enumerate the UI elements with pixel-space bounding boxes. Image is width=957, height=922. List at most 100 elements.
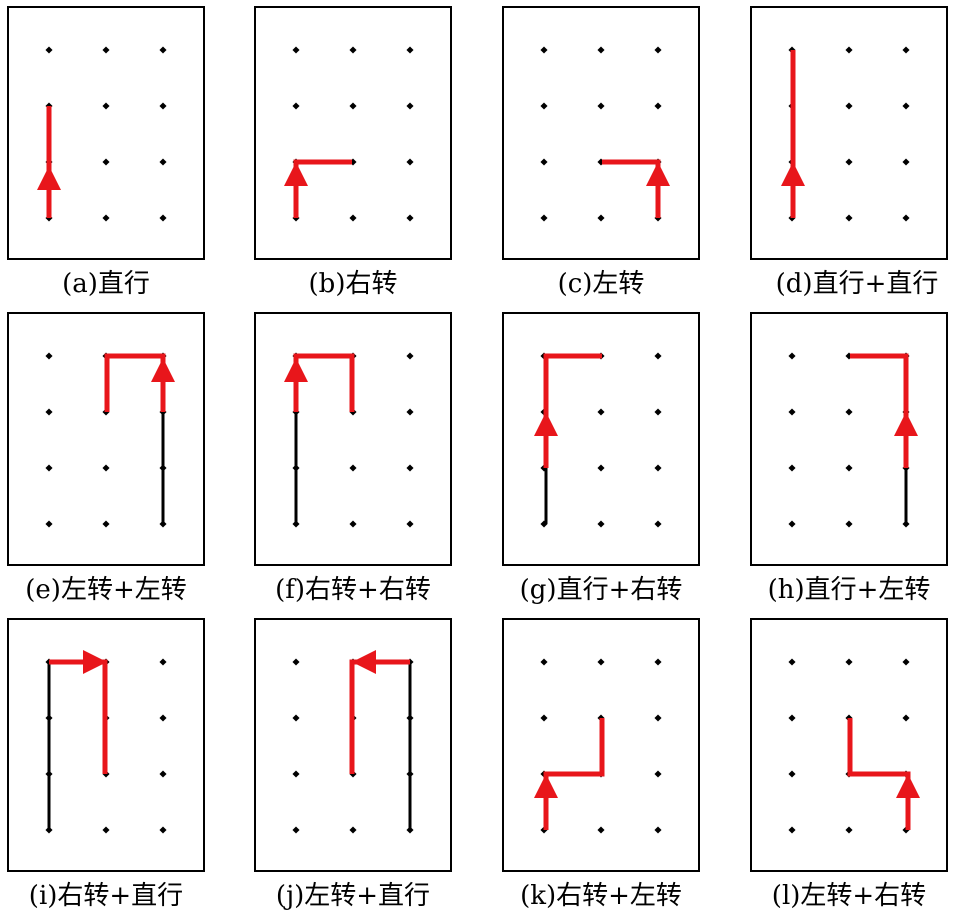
grid-dot <box>540 158 548 166</box>
dot-grid <box>292 46 414 222</box>
red-arrow-up <box>781 162 805 186</box>
grid-dot <box>292 770 300 778</box>
red-path-segment <box>293 159 352 218</box>
grid-dot <box>597 520 605 528</box>
caption-c: (c)左转 <box>557 269 645 299</box>
red-arrow-right <box>83 650 107 674</box>
grid-dot <box>349 464 357 472</box>
grid-dot <box>597 658 605 666</box>
grid-dot <box>597 826 605 834</box>
grid-dot <box>102 214 110 222</box>
dot-grid <box>788 352 910 528</box>
grid-dot <box>45 352 53 360</box>
red-path-segment <box>293 353 355 412</box>
grid-dot <box>845 214 853 222</box>
grid-diagram-j <box>292 650 414 834</box>
grid-dot <box>406 158 414 166</box>
grid-dot <box>406 46 414 54</box>
grid-dot <box>159 102 167 110</box>
grid-dot <box>349 102 357 110</box>
grid-dot <box>159 770 167 778</box>
grid-dot <box>902 46 910 54</box>
red-arrow-up <box>284 358 308 382</box>
grid-dot <box>845 46 853 54</box>
grid-diagram-c <box>540 46 670 222</box>
grid-dot <box>292 102 300 110</box>
panel-h <box>750 312 948 566</box>
grid-dot <box>788 714 796 722</box>
red-path-segment <box>104 353 166 412</box>
red-arrow-up <box>534 412 558 436</box>
grid-dot <box>406 102 414 110</box>
red-path-segment <box>49 659 108 774</box>
grid-dot <box>654 714 662 722</box>
grid-dot <box>902 158 910 166</box>
grid-dot <box>902 214 910 222</box>
dot-grid <box>45 658 167 834</box>
grid-dot <box>159 214 167 222</box>
grid-dot <box>349 214 357 222</box>
caption-f: (f)右转+右转 <box>275 575 431 605</box>
grid-diagram-a <box>37 46 167 222</box>
grid-dot <box>406 214 414 222</box>
panel-b <box>254 6 452 260</box>
grid-dot <box>902 658 910 666</box>
grid-dot <box>654 102 662 110</box>
red-path-segment <box>543 718 605 830</box>
grid-dot <box>406 352 414 360</box>
grid-dot <box>45 408 53 416</box>
dot-grid <box>788 46 910 222</box>
red-path-segment <box>543 353 602 468</box>
panel-e <box>7 312 205 566</box>
panel-g <box>502 312 700 566</box>
grid-dot <box>597 102 605 110</box>
grid-dot <box>845 464 853 472</box>
caption-e: (e)左转+左转 <box>25 575 187 605</box>
grid-dot <box>292 46 300 54</box>
grid-dot <box>845 658 853 666</box>
grid-dot <box>349 826 357 834</box>
red-arrow-up <box>646 162 670 186</box>
caption-j: (j)左转+直行 <box>275 881 431 911</box>
grid-dot <box>654 408 662 416</box>
grid-dot <box>845 408 853 416</box>
grid-dot <box>597 464 605 472</box>
grid-dot <box>159 714 167 722</box>
dot-grid <box>540 46 662 222</box>
grid-dot <box>102 826 110 834</box>
grid-dot <box>788 770 796 778</box>
dot-grid <box>540 352 662 528</box>
panel-k <box>502 618 700 872</box>
panel-j <box>254 618 452 872</box>
grid-dot <box>788 352 796 360</box>
grid-dot <box>159 158 167 166</box>
grid-diagram-b <box>284 46 414 222</box>
red-arrow-up <box>151 358 175 382</box>
panel-i <box>7 618 205 872</box>
red-arrow-up <box>894 412 918 436</box>
grid-dot <box>597 214 605 222</box>
grid-dot <box>654 520 662 528</box>
panel-d <box>750 6 948 260</box>
grid-dot <box>654 46 662 54</box>
caption-i: (i)右转+直行 <box>28 881 184 911</box>
grid-dot <box>654 826 662 834</box>
grid-dot <box>902 714 910 722</box>
grid-dot <box>292 714 300 722</box>
caption-h: (h)直行+左转 <box>767 575 931 605</box>
grid-dot <box>788 408 796 416</box>
grid-dot <box>292 826 300 834</box>
grid-dot <box>597 408 605 416</box>
grid-dot <box>540 214 548 222</box>
grid-dot <box>406 520 414 528</box>
grid-dot <box>406 464 414 472</box>
red-path-segment <box>850 353 909 468</box>
grid-dot <box>845 826 853 834</box>
grid-diagram-d <box>781 46 910 222</box>
grid-dot <box>902 102 910 110</box>
grid-dot <box>788 826 796 834</box>
red-arrow-up <box>284 162 308 186</box>
grid-dot <box>406 408 414 416</box>
caption-a: (a)直行 <box>62 269 150 299</box>
grid-dot <box>102 520 110 528</box>
